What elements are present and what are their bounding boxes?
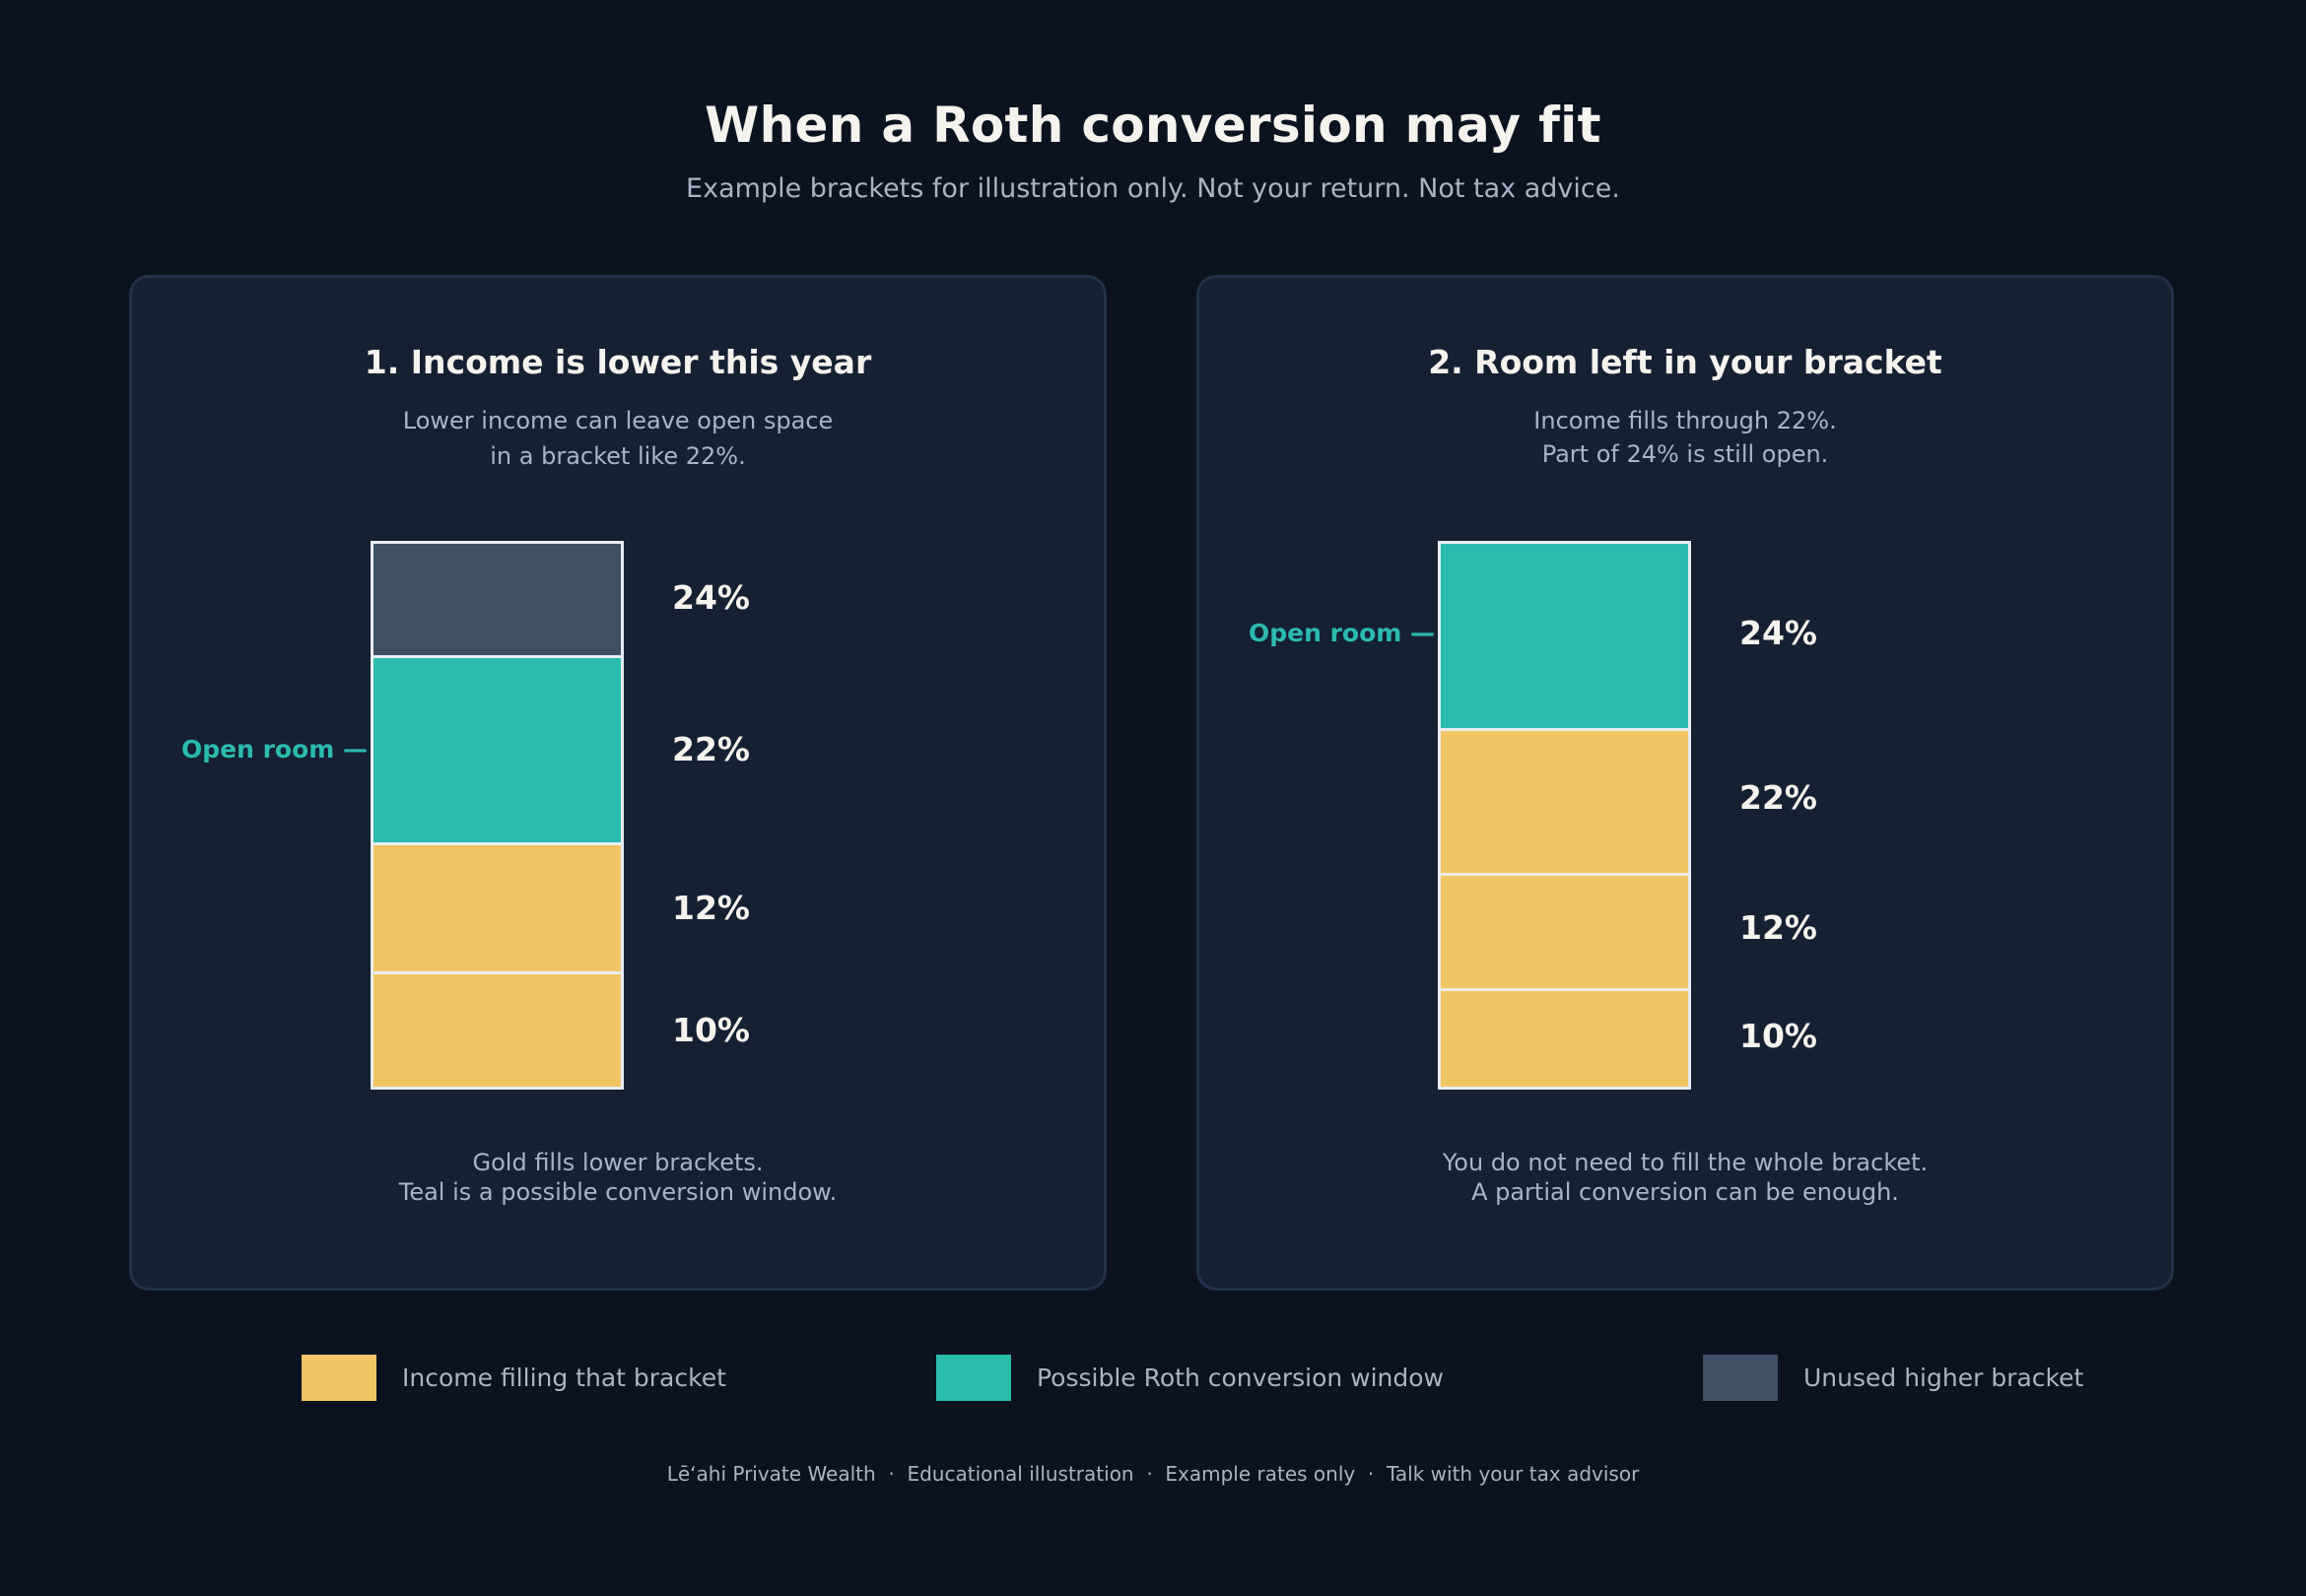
bracket-segment-10 bbox=[371, 971, 624, 1090]
rate-label-24: 24% bbox=[672, 578, 750, 617]
open-room-marker: Open room — bbox=[181, 735, 369, 764]
legend-item-unused: Unused higher bracket bbox=[1703, 1355, 2083, 1401]
panel-title: 2. Room left in your bracket bbox=[1428, 343, 1942, 381]
open-room-marker: Open room — bbox=[1249, 619, 1436, 647]
page-subtitle: Example brackets for illustration only. … bbox=[686, 173, 1620, 204]
bracket-segment-12 bbox=[371, 842, 624, 974]
rate-label-10: 10% bbox=[1739, 1017, 1817, 1055]
panel-income-lower: 1. Income is lower this year Lower incom… bbox=[129, 275, 1107, 1291]
page-title: When a Roth conversion may fit bbox=[705, 97, 1601, 154]
panel-footnote-line-1: You do not need to fill the whole bracke… bbox=[1442, 1149, 1929, 1176]
rate-label-22: 22% bbox=[1739, 778, 1817, 817]
bracket-segment-24 bbox=[371, 541, 624, 658]
legend-swatch-conversion bbox=[936, 1355, 1011, 1401]
rate-label-12: 12% bbox=[1739, 908, 1817, 947]
legend-swatch-unused bbox=[1703, 1355, 1778, 1401]
footer-disclaimer: Lēʻahi Private Wealth · Educational illu… bbox=[666, 1462, 1640, 1486]
legend-item-income: Income filling that bracket bbox=[302, 1355, 726, 1401]
rate-label-12: 12% bbox=[672, 889, 750, 927]
panel-description-line-2: Part of 24% is still open. bbox=[1541, 440, 1829, 468]
legend-swatch-income bbox=[302, 1355, 376, 1401]
legend-label-income: Income filling that bracket bbox=[402, 1363, 726, 1392]
panel-description-line-1: Lower income can leave open space bbox=[402, 407, 834, 434]
bracket-segment-22 bbox=[371, 655, 624, 845]
rate-label-24: 24% bbox=[1739, 614, 1817, 652]
panel-title: 1. Income is lower this year bbox=[364, 343, 872, 381]
panel-description-line-1: Income fills through 22%. bbox=[1533, 407, 1837, 434]
panel-room-left: 2. Room left in your bracket Income fill… bbox=[1196, 275, 2174, 1291]
panel-footnote-line-1: Gold fills lower brackets. bbox=[472, 1149, 764, 1176]
legend-label-unused: Unused higher bracket bbox=[1803, 1363, 2084, 1392]
panel-description-line-2: in a bracket like 22%. bbox=[490, 442, 746, 470]
panel-footnote-line-2: A partial conversion can be enough. bbox=[1471, 1178, 1899, 1206]
bracket-segment-22 bbox=[1438, 728, 1691, 876]
bracket-segment-24 bbox=[1438, 541, 1691, 731]
bracket-segment-10 bbox=[1438, 988, 1691, 1090]
rate-label-22: 22% bbox=[672, 730, 750, 768]
rate-label-10: 10% bbox=[672, 1011, 750, 1049]
legend-label-conversion: Possible Roth conversion window bbox=[1037, 1363, 1445, 1392]
bracket-segment-12 bbox=[1438, 873, 1691, 991]
legend-item-conversion: Possible Roth conversion window bbox=[936, 1355, 1444, 1401]
panel-footnote-line-2: Teal is a possible conversion window. bbox=[398, 1178, 838, 1206]
